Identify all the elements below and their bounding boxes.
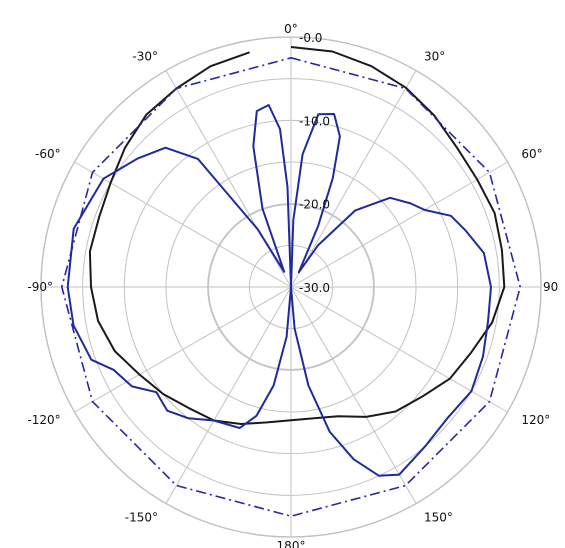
grid-spoke [290, 161, 508, 288]
series-line-3 [61, 57, 521, 517]
angle-tick-label: -120° [27, 413, 60, 427]
radial-tick-label: -10.0 [299, 114, 330, 128]
radial-tick-label: -0.0 [299, 31, 322, 45]
series-line-2 [66, 104, 492, 477]
angle-tick-label: -30° [132, 50, 158, 64]
grid-spoke [290, 70, 417, 288]
series-line-1 [88, 46, 506, 425]
grid-spoke [290, 286, 417, 504]
angle-tick-label: 0° [284, 22, 298, 36]
radial-tick-label: -30.0 [299, 281, 330, 295]
radial-tick-label: -20.0 [299, 198, 330, 212]
angle-tick-label: -90° [27, 280, 53, 294]
angle-tick-label: 120° [521, 413, 550, 427]
angle-tick-label: 90 [543, 280, 558, 294]
angle-tick-label: -60° [35, 147, 61, 161]
grid-spoke [165, 286, 292, 504]
angle-tick-label: 60° [521, 147, 542, 161]
series-layer [61, 46, 521, 517]
angle-tick-label: -150° [125, 510, 158, 524]
angle-tick-label: 180° [277, 539, 306, 548]
tick-labels: 0° 30° 60° 90 120° 150° 180° -150° -120° -90° -60°… [27, 22, 558, 548]
angle-tick-label: 150° [424, 510, 453, 524]
grid-spoke [74, 286, 292, 413]
angle-tick-label: 30° [424, 50, 445, 64]
